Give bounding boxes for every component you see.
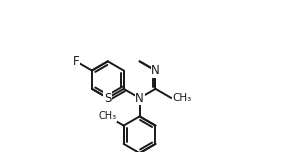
Text: N: N — [135, 91, 144, 104]
Text: CH₃: CH₃ — [99, 111, 117, 121]
Text: N: N — [151, 64, 160, 77]
Text: S: S — [104, 91, 112, 104]
Text: CH₃: CH₃ — [172, 93, 191, 103]
Text: F: F — [73, 55, 79, 68]
